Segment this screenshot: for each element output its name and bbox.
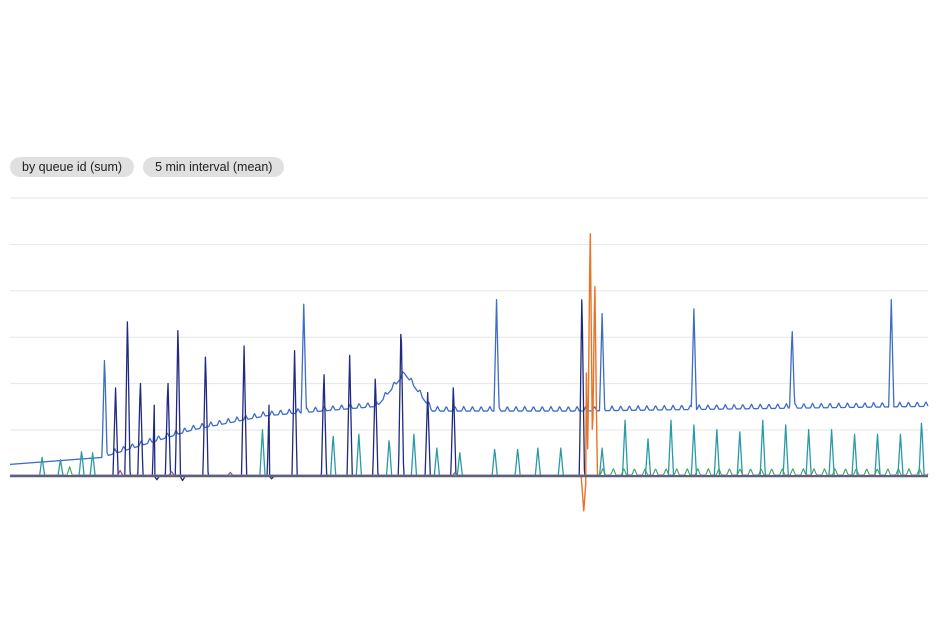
group-by-chip[interactable]: by queue id (sum) (10, 157, 135, 177)
filter-chips: by queue id (sum) 5 min interval (mean) (10, 157, 285, 177)
series-layer (9, 233, 929, 512)
series-line-5 (10, 466, 929, 476)
interval-chip[interactable]: 5 min interval (mean) (143, 157, 285, 177)
series-line-6 (10, 469, 928, 477)
gridlines (10, 197, 928, 431)
series-line-3 (10, 419, 928, 477)
series-line-1 (9, 299, 929, 466)
